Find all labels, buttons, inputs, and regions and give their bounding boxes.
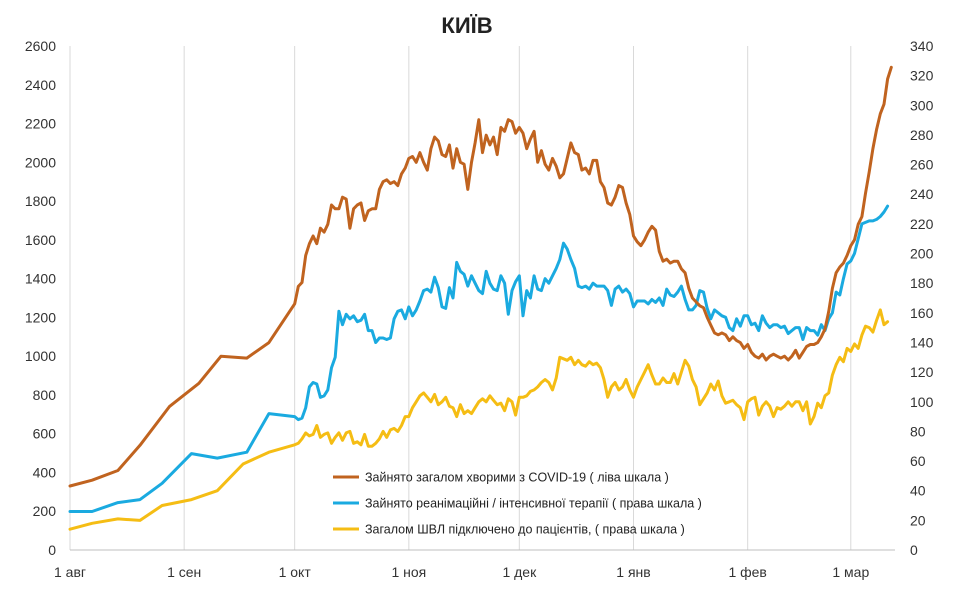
left-tick-label: 2000 (25, 154, 56, 170)
left-tick-label: 1000 (25, 348, 56, 364)
series-line-1 (68, 65, 893, 488)
right-tick-label: 300 (910, 97, 934, 113)
left-tick-label: 2200 (25, 116, 56, 132)
left-tick-label: 2400 (25, 77, 56, 93)
x-tick-label: 1 фев (728, 564, 766, 580)
x-tick-label: 1 дек (502, 564, 537, 580)
right-tick-label: 180 (910, 275, 934, 291)
right-tick-label: 340 (910, 38, 934, 54)
left-tick-label: 200 (33, 503, 57, 519)
right-tick-label: 220 (910, 216, 934, 232)
right-tick-label: 100 (910, 394, 934, 410)
left-tick-label: 1200 (25, 309, 56, 325)
right-tick-label: 280 (910, 127, 934, 143)
right-tick-label: 140 (910, 334, 934, 350)
right-axis: 0 20 40 60 80 100 120 140 160 180 200 220 240 260 280 3… (910, 38, 934, 558)
right-tick-label: 20 (910, 512, 926, 528)
x-tick-label: 1 янв (616, 564, 650, 580)
legend-label: Зайнято реанімаційні / інтенсивної терап… (365, 497, 702, 511)
right-tick-label: 60 (910, 453, 926, 469)
left-tick-label: 400 (33, 464, 57, 480)
x-axis: 1 авг 1 сен 1 окт 1 ноя 1 дек 1 янв 1 фев 1 мар (54, 564, 869, 580)
legend-label: Загалом ШВЛ підключено до пацієнтів, ( п… (365, 523, 685, 537)
legend: Зайнято загалом хворими з COVID-19 ( лів… (333, 471, 702, 537)
right-tick-label: 200 (910, 246, 934, 262)
x-tick-label: 1 авг (54, 564, 86, 580)
legend-label: Зайнято загалом хворими з COVID-19 ( лів… (365, 471, 669, 485)
right-tick-label: 160 (910, 305, 934, 321)
left-tick-label: 800 (33, 387, 57, 403)
left-axis: 0 200 400 600 800 1000 1200 1400 1600 1800 2000 220… (25, 38, 56, 558)
right-tick-label: 80 (910, 423, 926, 439)
left-tick-label: 0 (48, 542, 56, 558)
left-tick-label: 2600 (25, 38, 56, 54)
series-line-3 (68, 308, 890, 531)
right-tick-label: 120 (910, 364, 934, 380)
chart-title: КИЇВ (441, 13, 492, 38)
series-lines (68, 65, 893, 531)
right-tick-label: 240 (910, 186, 934, 202)
x-tick-label: 1 мар (832, 564, 869, 580)
left-tick-label: 600 (33, 426, 57, 442)
right-tick-label: 260 (910, 157, 934, 173)
grid (69, 46, 895, 551)
x-tick-label: 1 ноя (391, 564, 426, 580)
series-line-2 (68, 204, 890, 513)
right-tick-label: 40 (910, 483, 926, 499)
right-tick-label: 0 (910, 542, 918, 558)
left-tick-label: 1800 (25, 193, 56, 209)
x-tick-label: 1 окт (279, 564, 312, 580)
right-tick-label: 320 (910, 68, 934, 84)
x-tick-label: 1 сен (167, 564, 201, 580)
left-tick-label: 1400 (25, 271, 56, 287)
left-tick-label: 1600 (25, 232, 56, 248)
